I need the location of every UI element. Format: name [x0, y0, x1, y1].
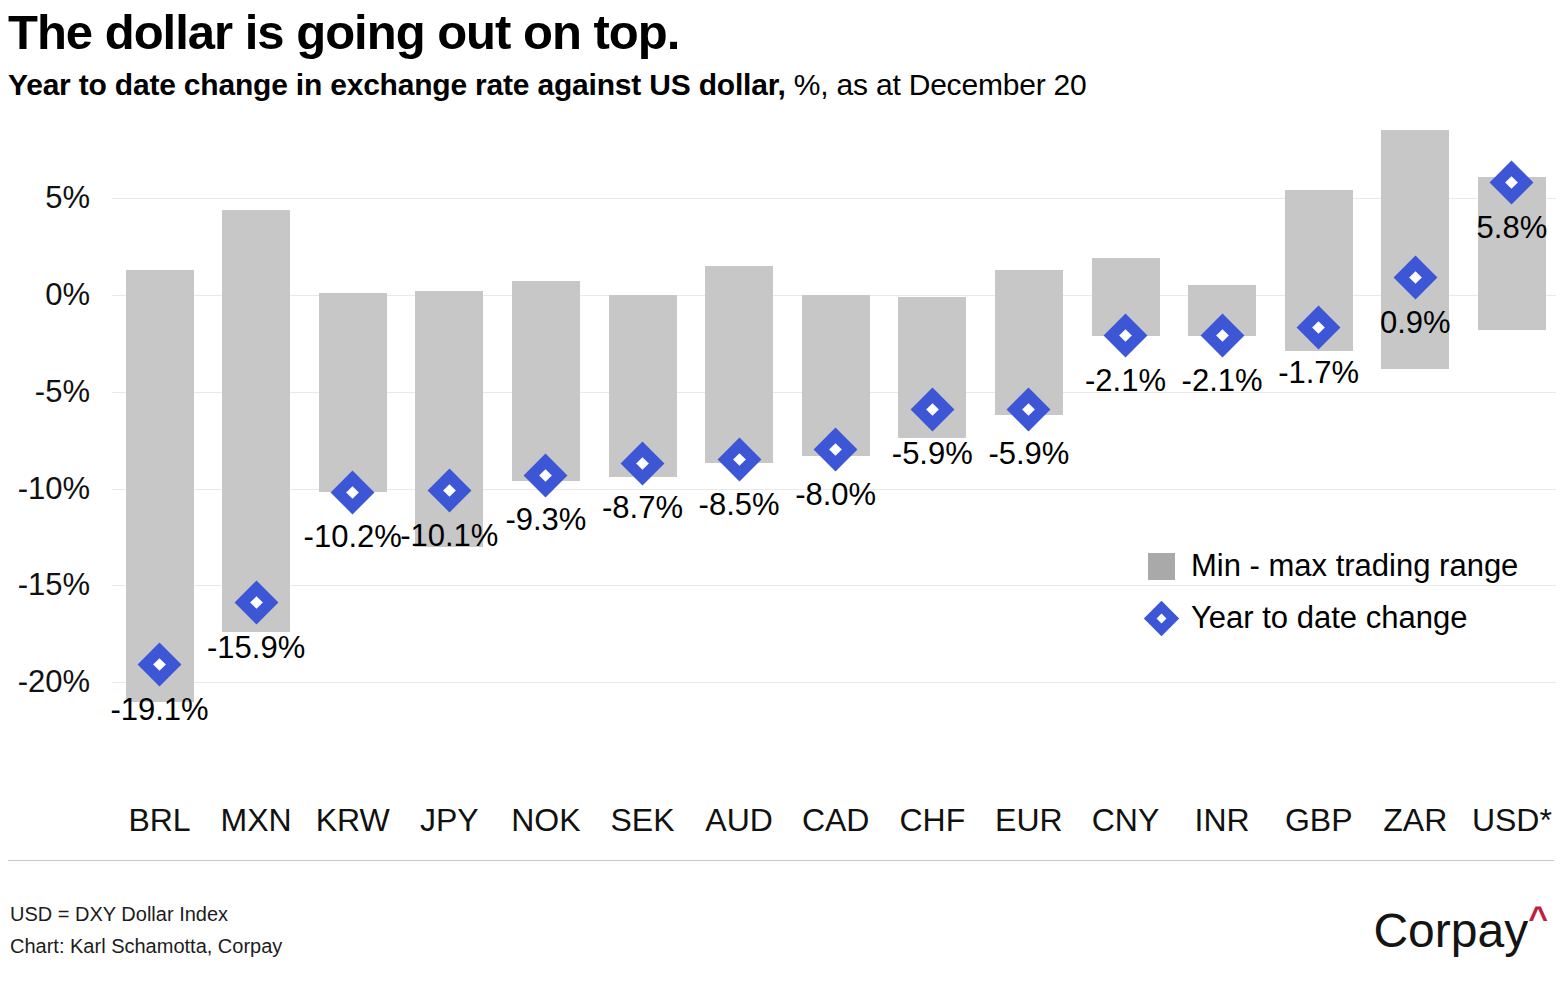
x-tick-label-ZAR: ZAR: [1367, 802, 1463, 839]
value-label-SEK: -8.7%: [602, 490, 683, 526]
x-tick-label-INR: INR: [1174, 802, 1270, 839]
value-label-MXN: -15.9%: [207, 630, 305, 666]
y-tick-label: -5%: [6, 374, 90, 410]
legend-row-range: Min - max trading range: [1148, 540, 1518, 592]
value-label-CHF: -5.9%: [892, 436, 973, 472]
x-tick-label-JPY: JPY: [401, 802, 497, 839]
x-tick-label-NOK: NOK: [498, 802, 594, 839]
value-label-INR: -2.1%: [1182, 363, 1263, 399]
x-tick-label-SEK: SEK: [595, 802, 691, 839]
legend-row-ytd: Year to date change: [1148, 592, 1518, 644]
value-label-AUD: -8.5%: [699, 487, 780, 523]
value-label-BRL: -19.1%: [110, 692, 208, 728]
value-label-USD: 5.8%: [1477, 210, 1548, 246]
x-tick-label-MXN: MXN: [208, 802, 304, 839]
range-bar-KRW: [319, 293, 387, 492]
x-tick-label-USD: USD*: [1464, 802, 1560, 839]
chart-legend: Min - max trading range Year to date cha…: [1148, 540, 1518, 644]
x-tick-label-EUR: EUR: [981, 802, 1077, 839]
value-label-GBP: -1.7%: [1278, 355, 1359, 391]
value-label-CNY: -2.1%: [1085, 363, 1166, 399]
y-tick-label: -15%: [6, 567, 90, 603]
range-bar-NOK: [512, 281, 580, 480]
y-tick-label: 5%: [6, 180, 90, 216]
corpay-caret-icon: ^: [1528, 898, 1546, 936]
y-tick-label: 0%: [6, 277, 90, 313]
x-tick-label-KRW: KRW: [305, 802, 401, 839]
y-gridline: [112, 682, 1556, 683]
legend-ytd-label: Year to date change: [1191, 600, 1467, 636]
footnote-chart-credit: Chart: Karl Schamotta, Corpay: [10, 935, 282, 958]
range-bar-MXN: [222, 210, 290, 632]
range-swatch-icon: [1148, 553, 1175, 580]
x-tick-label-CAD: CAD: [788, 802, 884, 839]
footnote-usd-definition: USD = DXY Dollar Index: [10, 903, 228, 926]
x-tick-label-BRL: BRL: [112, 802, 208, 839]
range-bar-AUD: [705, 266, 773, 463]
x-tick-label-AUD: AUD: [691, 802, 787, 839]
chart-page: { "header": { "title": "The dollar is go…: [0, 0, 1562, 1000]
legend-range-label: Min - max trading range: [1191, 548, 1518, 584]
value-label-EUR: -5.9%: [988, 436, 1069, 472]
y-tick-label: -20%: [6, 664, 90, 700]
chart-plot-area: 5% 0% -5% -10% -15% -20% -19.1% BRL -15.9% MXN -10…: [0, 0, 1562, 1000]
value-label-NOK: -9.3%: [505, 502, 586, 538]
value-label-ZAR: 0.9%: [1380, 305, 1451, 341]
corpay-logo-text: Corpay: [1373, 904, 1528, 957]
range-bar-BRL: [126, 270, 194, 702]
value-label-JPY: -10.1%: [400, 518, 498, 554]
value-label-KRW: -10.2%: [304, 519, 402, 555]
y-tick-label: -10%: [6, 471, 90, 507]
footer-divider: [8, 860, 1554, 861]
corpay-logo: Corpay^: [1373, 898, 1546, 958]
x-tick-label-GBP: GBP: [1271, 802, 1367, 839]
x-tick-label-CNY: CNY: [1078, 802, 1174, 839]
diamond-swatch-icon: [1148, 605, 1175, 632]
x-tick-label-CHF: CHF: [884, 802, 980, 839]
value-label-CAD: -8.0%: [795, 477, 876, 513]
